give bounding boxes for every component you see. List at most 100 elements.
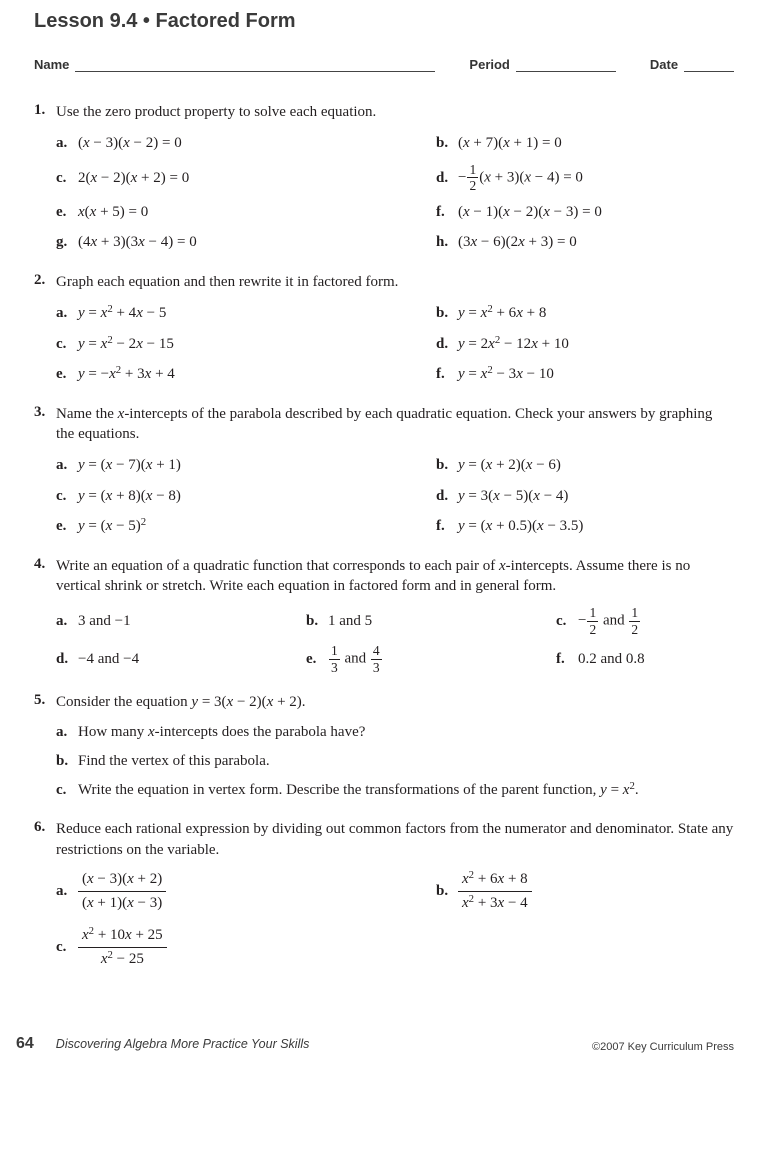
worksheet-header: Name Period Date xyxy=(34,57,734,72)
equation: (4x + 3)(3x − 4) = 0 xyxy=(78,231,436,254)
problem-number: 1. xyxy=(34,102,56,122)
frac-num: 1 xyxy=(329,644,340,660)
sub-label: b. xyxy=(436,302,458,325)
sub-label: e. xyxy=(306,648,328,671)
sub-label: b. xyxy=(436,132,458,155)
frac-num: 1 xyxy=(629,606,640,622)
equation: y = (x + 8)(x − 8) xyxy=(78,485,436,508)
period-label: Period xyxy=(469,57,515,72)
sub-label: c. xyxy=(556,610,578,633)
sub-label: b. xyxy=(436,880,458,903)
problem-3: 3. Name the x-intercepts of the parabola… xyxy=(56,404,734,538)
sub-label: a. xyxy=(56,880,78,903)
date-line xyxy=(684,58,734,72)
sub-label: c. xyxy=(56,167,78,190)
frac-den: 2 xyxy=(587,622,598,637)
sub-label: a. xyxy=(56,454,78,477)
sub-label: a. xyxy=(56,302,78,325)
rational-expr: x2 + 10x + 25x2 − 25 xyxy=(78,926,436,969)
equation: 2(x − 2)(x + 2) = 0 xyxy=(78,167,436,190)
sub-label: f. xyxy=(436,363,458,386)
rational-expr: (x − 3)(x + 2)(x + 1)(x − 3) xyxy=(78,870,436,913)
sub-label: f. xyxy=(436,515,458,538)
sub-label: d. xyxy=(56,648,78,671)
equation: x(x + 5) = 0 xyxy=(78,201,436,224)
frac-num: 4 xyxy=(371,644,382,660)
equation: (3x − 6)(2x + 3) = 0 xyxy=(458,231,734,254)
sub-label: b. xyxy=(436,454,458,477)
equation: y = (x − 5)2 xyxy=(78,515,436,538)
sub-label: c. xyxy=(56,936,78,959)
frac-num: 1 xyxy=(587,606,598,622)
problem-2: 2. Graph each equation and then rewrite … xyxy=(56,272,734,386)
sub-question: How many x-intercepts does the parabola … xyxy=(78,722,734,743)
sub-label: d. xyxy=(436,167,458,190)
frac-den: 3 xyxy=(371,660,382,675)
sub-label: e. xyxy=(56,201,78,224)
sub-label: b. xyxy=(306,610,328,633)
problem-number: 3. xyxy=(34,404,56,445)
equation: y = (x + 2)(x − 6) xyxy=(458,454,734,477)
answer-pair: 3 and −1 xyxy=(78,610,306,633)
problem-number: 4. xyxy=(34,556,56,597)
problem-text: Use the zero product property to solve e… xyxy=(56,102,734,122)
sub-label: a. xyxy=(56,132,78,155)
sub-label: c. xyxy=(56,780,78,801)
equation: y = x2 − 2x − 15 xyxy=(78,333,436,356)
sub-label: b. xyxy=(56,751,78,772)
equation: y = x2 + 6x + 8 xyxy=(458,302,734,325)
sub-question: Write the equation in vertex form. Descr… xyxy=(78,780,734,801)
rational-expr: x2 + 6x + 8x2 + 3x − 4 xyxy=(458,870,734,913)
sub-label: a. xyxy=(56,722,78,743)
answer-pair: 0.2 and 0.8 xyxy=(578,648,734,671)
equation: y = x2 − 3x − 10 xyxy=(458,363,734,386)
sub-label: e. xyxy=(56,515,78,538)
sub-label: h. xyxy=(436,231,458,254)
equation: (x − 1)(x − 2)(x − 3) = 0 xyxy=(458,201,734,224)
equation: (x − 3)(x − 2) = 0 xyxy=(78,132,436,155)
sub-label: d. xyxy=(436,485,458,508)
and-text: and xyxy=(341,650,370,666)
frac-den: 2 xyxy=(629,622,640,637)
equation: y = (x − 7)(x + 1) xyxy=(78,454,436,477)
problem-text: Name the x-intercepts of the parabola de… xyxy=(56,404,734,445)
sub-label: e. xyxy=(56,363,78,386)
sub-question: Find the vertex of this parabola. xyxy=(78,751,734,772)
problem-6: 6. Reduce each rational expression by di… xyxy=(56,819,734,969)
book-title: Discovering Algebra More Practice Your S… xyxy=(56,1037,310,1051)
problem-1: 1. Use the zero product property to solv… xyxy=(56,102,734,254)
answer-pair: −4 and −4 xyxy=(78,648,306,671)
frac-num: 1 xyxy=(467,163,478,179)
lesson-title: Lesson 9.4 • Factored Form xyxy=(34,10,734,33)
problem-4: 4. Write an equation of a quadratic func… xyxy=(56,556,734,675)
equation: y = (x + 0.5)(x − 3.5) xyxy=(458,515,734,538)
problem-5: 5. Consider the equation y = 3(x − 2)(x … xyxy=(56,692,734,801)
equation: y = x2 + 4x − 5 xyxy=(78,302,436,325)
problem-text: Consider the equation y = 3(x − 2)(x + 2… xyxy=(56,692,734,712)
equation: y = 3(x − 5)(x − 4) xyxy=(458,485,734,508)
page-footer: 64 Discovering Algebra More Practice You… xyxy=(0,1035,768,1057)
page-number: 64 xyxy=(16,1035,34,1053)
equation: (x + 7)(x + 1) = 0 xyxy=(458,132,734,155)
sub-label: f. xyxy=(556,648,578,671)
answer-pair: −12 and 12 xyxy=(578,606,734,636)
problem-text: Write an equation of a quadratic functio… xyxy=(56,556,734,597)
copyright: ©2007 Key Curriculum Press xyxy=(592,1041,734,1053)
name-label: Name xyxy=(34,57,75,72)
sub-label: f. xyxy=(436,201,458,224)
date-label: Date xyxy=(650,57,684,72)
name-line xyxy=(75,58,435,72)
problem-number: 6. xyxy=(34,819,56,860)
neg-sign: − xyxy=(458,169,466,185)
answer-pair: 13 and 43 xyxy=(328,644,556,674)
period-line xyxy=(516,58,616,72)
neg-sign: − xyxy=(578,612,586,628)
sub-label: c. xyxy=(56,485,78,508)
sub-label: d. xyxy=(436,333,458,356)
problem-number: 2. xyxy=(34,272,56,292)
sub-label: a. xyxy=(56,610,78,633)
problem-text: Graph each equation and then rewrite it … xyxy=(56,272,734,292)
equation: −12(x + 3)(x − 4) = 0 xyxy=(458,163,734,193)
equation: y = 2x2 − 12x + 10 xyxy=(458,333,734,356)
answer-pair: 1 and 5 xyxy=(328,610,556,633)
